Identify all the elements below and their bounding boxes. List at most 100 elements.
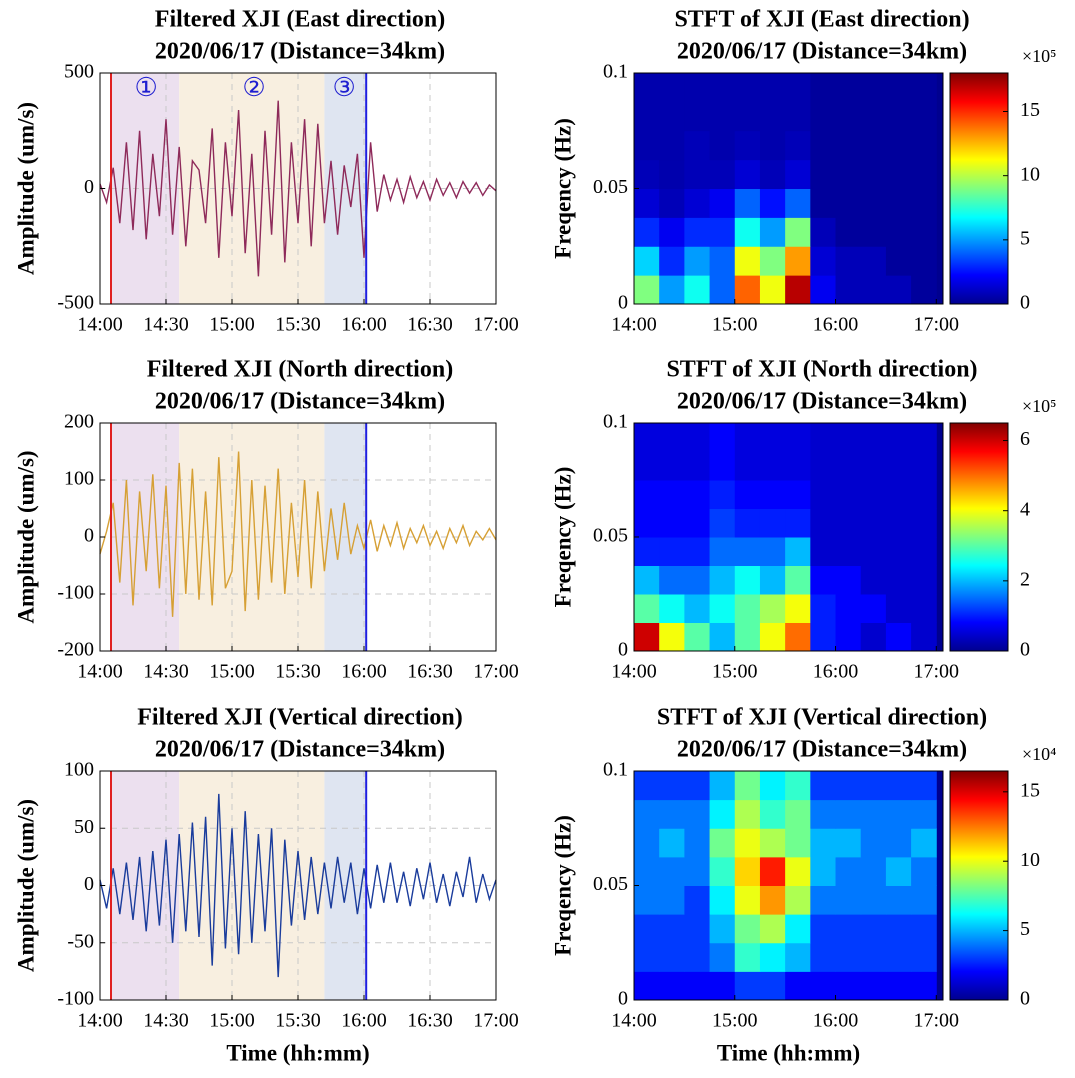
x-tick-label: 17:00 [914,314,960,336]
spectrogram-cell [911,188,937,218]
phase-label: ③ [333,73,356,102]
spectrogram-cell [759,217,786,247]
colorbar-tick-label: 4 [1020,498,1030,520]
spectrogram-cell [659,594,685,623]
spectrogram-cell [734,508,761,538]
spectrogram-cell [709,942,736,972]
spectrogram-cell [835,130,862,161]
y-tick-label: 0 [84,525,94,547]
spectrogram-cell [759,101,786,132]
spectrogram-cell [885,275,912,305]
spectrogram-cell [634,856,660,886]
chart-title: 2020/06/17 (Distance=34km) [155,39,445,65]
x-tick-label: 17:00 [473,1010,519,1032]
spectrogram-cell [659,771,685,801]
spectrogram-cell [810,971,837,1001]
spectrogram-cell [785,451,811,481]
spectrogram-cell [684,275,711,305]
spectrogram-cell [659,188,685,218]
y-axis-label: Freqency (Hz) [550,467,575,608]
y-axis-label: Freqency (Hz) [550,118,575,259]
spectrogram-cell [634,828,660,858]
y-tick-label: -50 [67,930,94,952]
y-tick-label: 0.1 [603,61,628,83]
spectrogram-cell [684,885,711,915]
spectrogram-cell [810,622,837,652]
spectrogram-cell [785,828,811,858]
spectrogram-cell [734,914,761,944]
spectrogram-cell [860,828,887,858]
spectrogram-cell [709,914,736,944]
spectrogram-cell [885,856,912,886]
spectrogram-cell [885,799,912,829]
colorbar-tick-label: 0 [1020,639,1030,661]
spectrogram-cell [911,771,937,801]
spectrogram-cell [659,217,685,247]
x-tick-label: 14:30 [143,661,189,683]
spectrogram-cell [885,885,912,915]
spectrogram-cell [785,971,811,1001]
spectrogram-cell [860,885,887,915]
spectrogram-cell [759,451,786,481]
y-tick-label: -100 [57,582,94,604]
spectrogram-cell [684,246,711,276]
chart-title: 2020/06/17 (Distance=34km) [155,389,445,415]
spectrogram-cell [659,914,685,944]
spectrogram-cell [835,622,862,652]
y-tick-label: 0.1 [603,759,628,781]
spectrogram-cell [734,246,761,276]
spectrogram-cell [835,914,862,944]
spectrogram-cell [885,423,912,452]
spectrogram-cell [634,799,660,829]
spectrogram-cell [911,217,937,247]
spectrogram-cell [885,246,912,276]
x-tick-label: 16:00 [813,661,859,683]
y-tick-label: 0 [84,176,94,198]
spectrogram-cell [885,565,912,595]
spectrogram-cell [785,565,811,595]
spectrogram-cell [734,565,761,595]
spectrogram-cell [709,771,736,801]
spectrogram-cell [759,622,786,652]
spectrogram-cell [911,971,937,1001]
spectrogram-cell [835,188,862,218]
colorbar-tick-label: 2 [1020,568,1030,590]
spectrogram-cell [885,594,912,623]
x-tick-label: 16:00 [341,661,387,683]
spectrogram-cell [634,423,660,452]
spectrogram-cell [860,856,887,886]
spectrogram-cell [709,885,736,915]
spectrogram-cell [709,275,736,305]
spectrogram-cell [860,159,887,189]
y-tick-label: -100 [57,988,94,1010]
spectrogram-cell [860,275,887,305]
spectrogram-cell [709,451,736,481]
spectrogram-cell [810,828,837,858]
spectrogram-cell [684,101,711,132]
spectrogram-cell [709,480,736,509]
spectrogram-cell [835,971,862,1001]
spectrogram-cell [709,537,736,566]
x-tick-label: 14:00 [77,1010,123,1032]
spectrogram-cell [734,771,761,801]
spectrogram-cell [835,423,862,452]
spectrogram-cell [659,885,685,915]
spectrogram-cell [835,159,862,189]
spectrogram-cell [810,73,837,103]
x-tick-label: 15:30 [275,661,321,683]
spectrogram-cell [835,942,862,972]
spectrogram-cell [734,799,761,829]
spectrogram-cell [709,188,736,218]
spectrogram-cell [634,159,660,189]
spectrogram-cell [810,799,837,829]
spectrogram-cell [911,622,937,652]
chart-title: STFT of XJI (East direction) [674,7,969,33]
spectrogram-cell [659,246,685,276]
spectrogram-cell [785,423,811,452]
x-tick-label: 16:00 [341,1010,387,1032]
x-tick-label: 17:00 [914,661,960,683]
colorbar [949,72,1009,305]
colorbar [949,422,1009,652]
spectrogram-cell [759,130,786,161]
spectrogram-cell [659,508,685,538]
